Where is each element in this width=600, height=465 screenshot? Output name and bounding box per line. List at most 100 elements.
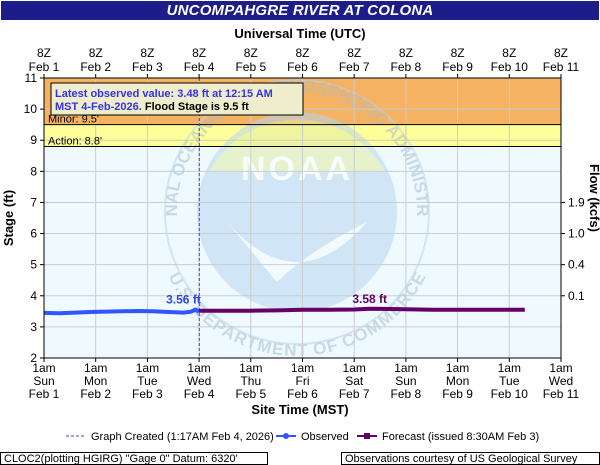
top-tick-date: Feb 1 <box>29 60 60 74</box>
bottom-tick-day: Mon <box>84 374 107 388</box>
y-tick-label: 5 <box>30 258 37 272</box>
bottom-tick-time: 1am <box>291 361 314 375</box>
top-tick-label: 8Z <box>244 46 258 60</box>
footer-gage-info: CLOC2(plotting HGIRG) "Gage 0" Datum: 63… <box>0 452 268 465</box>
legend-forecast-marker <box>364 433 370 439</box>
bottom-tick-date: Feb 9 <box>442 387 473 401</box>
y2-axis-title: Flow (kcfs) <box>587 164 600 232</box>
top-tick-label: 8Z <box>140 46 154 60</box>
bottom-tick-time: 1am <box>549 361 572 375</box>
top-tick-label: 8Z <box>347 46 361 60</box>
top-tick-date: Feb 7 <box>339 60 370 74</box>
bottom-tick-date: Feb 3 <box>132 387 163 401</box>
top-tick-date: Feb 4 <box>184 60 215 74</box>
forecast-series <box>199 306 525 313</box>
y-tick-label: 8 <box>30 164 37 178</box>
watermark-ring <box>164 79 430 345</box>
top-tick-date: Feb 9 <box>442 60 473 74</box>
top-tick-date: Feb 2 <box>80 60 111 74</box>
top-axis-title: Universal Time (UTC) <box>234 26 365 41</box>
y2-tick-label: 1.0 <box>568 227 585 241</box>
y2-tick-label: 0.4 <box>568 258 585 272</box>
y-tick-label: 9 <box>30 133 37 147</box>
threshold-lines: Minor: 9.5' Action: 8.8' <box>44 78 561 358</box>
bottom-tick-day: Wed <box>187 374 211 388</box>
minor-label: Minor: 9.5' <box>48 114 99 126</box>
top-tick-label: 8Z <box>554 46 568 60</box>
bottom-tick-day: Mon <box>446 374 469 388</box>
observed-series <box>43 307 201 316</box>
info-box-frame <box>50 82 304 116</box>
y-tick-label: 6 <box>30 227 37 241</box>
peak-annotation: 3.56 ft <box>166 292 201 306</box>
top-tick-date: Feb 6 <box>287 60 318 74</box>
top-tick-date: Feb 3 <box>132 60 163 74</box>
x-axis-title: Site Time (MST) <box>251 402 348 417</box>
legend-observed-marker <box>283 433 289 439</box>
watermark-center: NOAA <box>241 150 353 188</box>
bottom-tick-day: Tue <box>137 374 158 388</box>
bottom-tick-time: 1am <box>498 361 521 375</box>
info-box: Latest observed value: 3.48 ft at 12:15 … <box>50 82 304 116</box>
y-tick-label: 10 <box>24 102 38 116</box>
chart-title: UNCOMPAHGRE RIVER AT COLONA <box>1 1 599 20</box>
bottom-tick-day: Wed <box>549 374 573 388</box>
bottom-tick-date: Feb 1 <box>29 387 60 401</box>
bottom-tick-day: Thu <box>240 374 261 388</box>
bottom-tick-day: Sat <box>345 374 364 388</box>
legend-observed-label: Observed <box>301 431 349 443</box>
top-tick-date: Feb 8 <box>391 60 422 74</box>
bottom-tick-time: 1am <box>84 361 107 375</box>
top-tick-label: 8Z <box>295 46 309 60</box>
bottom-tick-time: 1am <box>394 361 417 375</box>
bottom-tick-time: 1am <box>136 361 159 375</box>
bottom-tick-date: Feb 5 <box>235 387 266 401</box>
info-box-line2: MST 4-Feb-2026. Flood Stage is 9.5 ft <box>55 101 249 113</box>
data-series: 3.56 ft 3.58 ft <box>43 292 525 316</box>
y-axis-title: Stage (ft) <box>1 190 16 246</box>
bottom-tick-date: Feb 2 <box>80 387 111 401</box>
bottom-tick-time: 1am <box>32 361 55 375</box>
y-tick-label: 2 <box>30 351 37 365</box>
top-tick-label: 8Z <box>192 46 206 60</box>
info-box-flood: Flood Stage is 9.5 ft <box>142 101 249 113</box>
bottom-tick-time: 1am <box>446 361 469 375</box>
bottom-tick-date: Feb 11 <box>543 387 580 401</box>
top-tick-date: Feb 10 <box>491 60 529 74</box>
top-tick-label: 8Z <box>89 46 103 60</box>
bottom-tick-day: Sun <box>33 374 54 388</box>
watermark-gull <box>227 222 367 282</box>
top-tick-label: 8Z <box>451 46 465 60</box>
bottom-tick-date: Feb 4 <box>184 387 215 401</box>
action-label: Action: 8.8' <box>48 135 102 147</box>
watermark-disc <box>197 112 397 312</box>
bottom-tick-day: Fri <box>296 374 310 388</box>
bottom-tick-date: Feb 8 <box>391 387 422 401</box>
y-tick-label: 4 <box>30 289 37 303</box>
watermark-sky <box>209 119 385 172</box>
top-tick-date: Feb 5 <box>235 60 266 74</box>
footer-credit: Observations courtesy of US Geological S… <box>341 452 600 465</box>
y-tick-label: 7 <box>30 195 37 209</box>
info-box-date: MST 4-Feb-2026. <box>55 101 142 113</box>
y2-tick-label: 1.9 <box>568 195 585 209</box>
bottom-tick-day: Tue <box>499 374 520 388</box>
bottom-tick-day: Sun <box>395 374 416 388</box>
y-tick-label: 3 <box>30 320 37 334</box>
bottom-tick-date: Feb 6 <box>287 387 318 401</box>
y2-tick-label: 0.1 <box>568 289 585 303</box>
bottom-tick-date: Feb 7 <box>339 387 370 401</box>
top-tick-date: Feb 11 <box>543 60 580 74</box>
bottom-tick-time: 1am <box>187 361 210 375</box>
peak-annotation: 3.58 ft <box>352 292 387 306</box>
axis-labels: Universal Time (UTC) Site Time (MST) Stage… <box>1 26 600 417</box>
top-tick-label: 8Z <box>502 46 516 60</box>
info-box-line1: Latest observed value: 3.48 ft at 12:15 … <box>55 88 273 100</box>
top-tick-label: 8Z <box>37 46 51 60</box>
bottom-tick-time: 1am <box>239 361 262 375</box>
legend: Graph Created (1:17AM Feb 4, 2026) Observ… <box>66 431 539 443</box>
top-tick-label: 8Z <box>399 46 413 60</box>
legend-created-label: Graph Created (1:17AM Feb 4, 2026) <box>91 431 274 443</box>
